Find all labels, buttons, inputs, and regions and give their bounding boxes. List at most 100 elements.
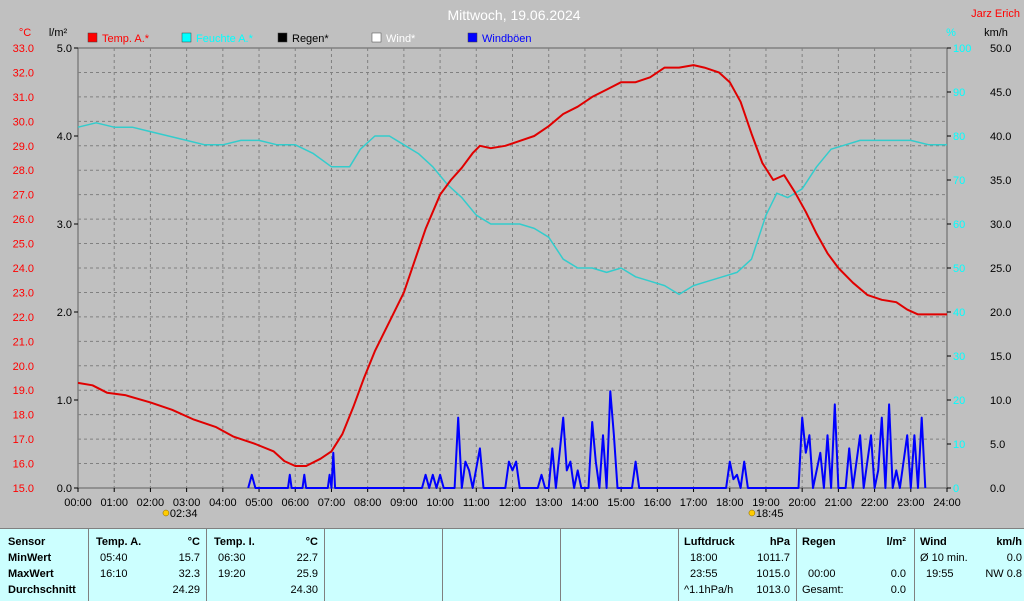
- rain-total-value: 0.0: [890, 584, 906, 596]
- temp-a-max-time: 16:10: [100, 568, 128, 580]
- humidity-unit-label: %: [946, 27, 956, 39]
- rain-unit-label: l/m²: [49, 27, 68, 39]
- rain-tick: 2.0: [57, 307, 72, 319]
- summary-table: Sensor MinWert MaxWert Durchschnitt Temp…: [0, 528, 1024, 601]
- x-tick: 16:00: [644, 497, 672, 509]
- temp-i-min-value: 22.7: [296, 552, 318, 564]
- author-label: Jarz Erich: [971, 8, 1020, 20]
- temp-tick: 25.0: [13, 239, 34, 251]
- legend-label-1: Feuchte A.*: [196, 33, 254, 45]
- humidity-tick: 0: [953, 483, 959, 495]
- sensor-header: Sensor: [8, 536, 46, 548]
- humidity-tick: 100: [953, 43, 971, 55]
- temp-tick: 26.0: [13, 214, 34, 226]
- x-tick: 02:00: [137, 497, 165, 509]
- humidity-tick: 80: [953, 131, 965, 143]
- pressure-avg-value: 1013.0: [756, 584, 790, 596]
- wind-unit: km/h: [996, 536, 1022, 548]
- sun-times: 02:34 18:45: [162, 508, 784, 520]
- temp-unit-label: °C: [19, 27, 31, 39]
- wind-tick: 20.0: [990, 307, 1011, 319]
- x-tick: 04:00: [209, 497, 237, 509]
- rain-header: Regen: [802, 536, 836, 548]
- x-tick: 03:00: [173, 497, 201, 509]
- x-tick: 00:00: [64, 497, 92, 509]
- x-tick: 23:00: [897, 497, 925, 509]
- pressure-min-time: 18:00: [690, 552, 718, 564]
- wind-unit-label: km/h: [984, 27, 1008, 39]
- pressure-header: Luftdruck: [684, 536, 735, 548]
- temp-tick: 28.0: [13, 165, 34, 177]
- humidity-tick: 90: [953, 87, 965, 99]
- temp-tick: 21.0: [13, 336, 34, 348]
- temp-a-avg-value: 24.29: [172, 584, 200, 596]
- rain-max-value: 0.0: [890, 568, 906, 580]
- rain-tick: 3.0: [57, 219, 72, 231]
- row-label-avg: Durchschnitt: [8, 584, 76, 596]
- axes: 33.0 32.0 31.0 30.0 29.0 28.0 27.0 26.0 25.0 24.0…: [13, 43, 1012, 509]
- x-tick: 19:00: [752, 497, 780, 509]
- weather-chart: Mittwoch, 19.06.2024 Jarz Erich °C l/m² …: [13, 7, 1020, 520]
- wind-max-time: 19:55: [926, 568, 954, 580]
- temp-tick: 27.0: [13, 190, 34, 202]
- x-tick: 22:00: [861, 497, 889, 509]
- temp-a-min-value: 15.7: [178, 552, 200, 564]
- temp-tick: 24.0: [13, 263, 34, 275]
- temp-tick: 33.0: [13, 43, 34, 55]
- legend-label-2: Regen*: [292, 33, 329, 45]
- legend-swatch-3: [371, 32, 382, 43]
- wind-avg-label: Ø 10 min.: [920, 552, 968, 564]
- temp-a-header: Temp. A.: [96, 536, 142, 548]
- sunrise-label: 02:34: [170, 508, 198, 520]
- pressure-max-time: 23:55: [690, 568, 718, 580]
- rain-tick: 4.0: [57, 131, 72, 143]
- legend-label-3: Wind*: [386, 33, 416, 45]
- temp-i-max-value: 25.9: [296, 568, 318, 580]
- sunset-label: 18:45: [756, 508, 784, 520]
- temp-tick: 32.0: [13, 67, 34, 79]
- humidity-tick: 50: [953, 263, 965, 275]
- x-tick: 01:00: [100, 497, 128, 509]
- pressure-max-value: 1015.0: [756, 568, 790, 580]
- temp-tick: 23.0: [13, 287, 34, 299]
- wind-tick: 15.0: [990, 351, 1011, 363]
- humidity-tick: 20: [953, 395, 965, 407]
- x-tick: 05:00: [245, 497, 273, 509]
- x-tick: 12:00: [499, 497, 527, 509]
- humidity-tick: 40: [953, 307, 965, 319]
- wind-tick: 30.0: [990, 219, 1011, 231]
- wind-max-value: NW 0.8: [985, 568, 1022, 580]
- series-humidity-line: [77, 122, 947, 296]
- temp-a-unit: °C: [187, 536, 200, 548]
- wind-tick: 35.0: [990, 175, 1011, 187]
- x-tick: 15:00: [607, 497, 635, 509]
- pressure-min-value: 1011.7: [757, 552, 790, 564]
- series-temp-line: [77, 64, 947, 467]
- row-label-min: MinWert: [8, 552, 52, 564]
- wind-header: Wind: [920, 536, 947, 548]
- series-wind-line: [247, 390, 927, 489]
- temp-tick: 29.0: [13, 141, 34, 153]
- rain-total-label: Gesamt:: [802, 584, 844, 596]
- x-tick: 08:00: [354, 497, 382, 509]
- temp-i-header: Temp. I.: [214, 536, 255, 548]
- humidity-tick: 70: [953, 175, 965, 187]
- humidity-tick: 10: [953, 439, 965, 451]
- legend-swatch-4: [467, 32, 478, 43]
- wind-tick: 0.0: [990, 483, 1005, 495]
- wind-tick: 10.0: [990, 395, 1011, 407]
- humidity-tick: 60: [953, 219, 965, 231]
- x-tick: 24:00: [933, 497, 961, 509]
- rain-tick: 1.0: [57, 395, 72, 407]
- legend: Temp. A.* Feuchte A.* Regen* Wind* Windböen: [87, 32, 532, 45]
- temp-tick: 16.0: [13, 459, 34, 471]
- sunset-icon: [748, 509, 756, 517]
- temp-a-min-time: 05:40: [100, 552, 128, 564]
- temp-i-avg-value: 24.30: [290, 584, 318, 596]
- rain-unit: l/m²: [886, 536, 906, 548]
- pressure-unit: hPa: [769, 536, 790, 548]
- rain-tick: 0.0: [57, 483, 72, 495]
- temp-tick: 15.0: [13, 483, 34, 495]
- x-tick: 10:00: [426, 497, 454, 509]
- row-label-max: MaxWert: [8, 568, 54, 580]
